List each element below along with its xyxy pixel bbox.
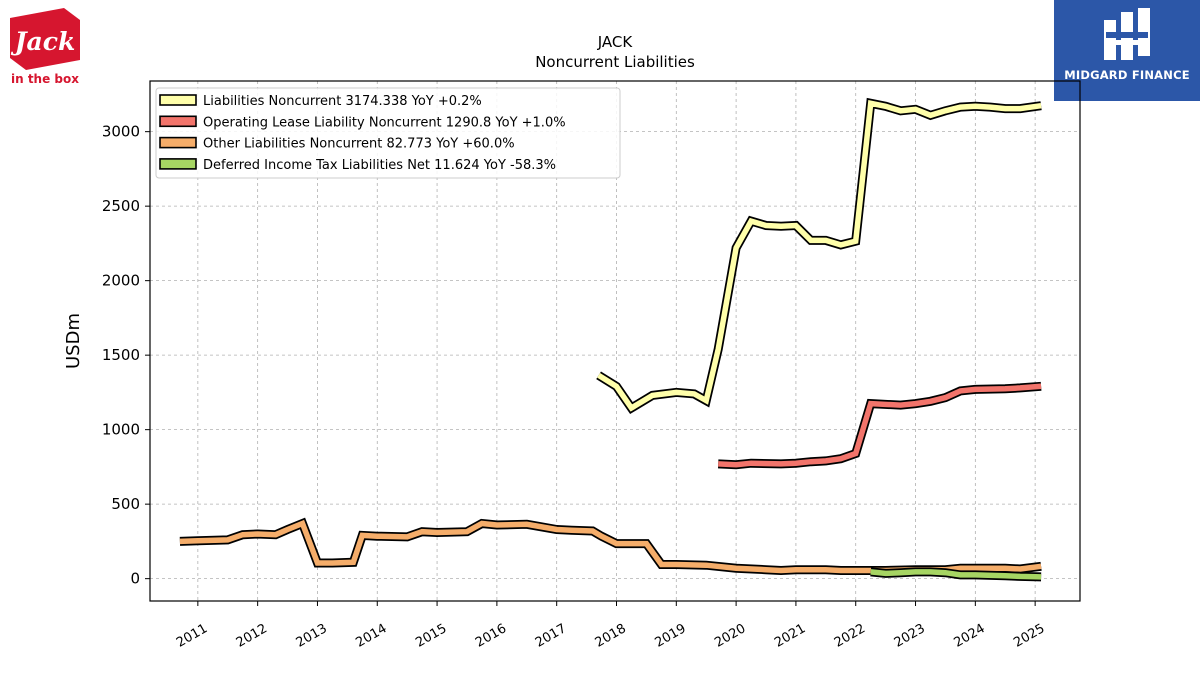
x-tick-label: 2015 [413, 621, 449, 651]
x-tick-label: 2012 [234, 621, 270, 651]
x-tick-label: 2017 [533, 621, 569, 651]
x-tick-label: 2023 [892, 621, 928, 651]
y-tick-label: 500 [111, 495, 140, 513]
jack-logo-subtitle: in the box [10, 72, 79, 86]
x-tick-label: 2014 [353, 621, 389, 651]
jack-logo-mark: Jack [10, 8, 80, 70]
series-outline-0 [596, 97, 1042, 415]
x-tick-label: 2022 [832, 621, 868, 651]
x-tick-label: 2013 [294, 621, 330, 651]
x-tick-label: 2024 [952, 621, 988, 651]
x-tick-label: 2020 [712, 621, 748, 651]
series-line-3 [870, 569, 1042, 580]
legend-box [155, 87, 621, 179]
legend-swatch-1 [159, 115, 197, 128]
x-tick-label: 2025 [1011, 621, 1047, 651]
x-tick-label: 2016 [473, 621, 509, 651]
plot-frame [149, 80, 1081, 602]
y-tick-label: 2500 [102, 197, 140, 215]
legend-label-3: Deferred Income Tax Liabilities Net 11.6… [203, 158, 556, 173]
legend: Liabilities Noncurrent 3174.338 YoY +0.2… [155, 87, 621, 179]
y-tick-label: 1000 [102, 421, 140, 439]
series-line-1 [718, 383, 1042, 468]
series-line-0 [597, 100, 1042, 412]
series-lines [179, 97, 1042, 582]
midgard-logo-wordmark: MIDGARD FINANCE [1064, 68, 1190, 82]
y-tick-label: 1500 [102, 346, 140, 364]
x-tick-label: 2021 [772, 621, 808, 651]
y-axis-ticks: 0 500 1000 1500 2000 2500 3000 [102, 123, 150, 588]
y-tick-label: 3000 [102, 123, 140, 141]
legend-label-2: Other Liabilities Noncurrent 82.773 YoY … [203, 137, 515, 152]
legend-label-0: Liabilities Noncurrent 3174.338 YoY +0.2… [203, 94, 482, 109]
y-tick-label: 0 [130, 570, 140, 588]
x-tick-label: 2011 [174, 621, 210, 651]
legend-swatch-3 [159, 158, 197, 170]
legend-swatch-0 [159, 94, 197, 106]
legend-swatch-2 [159, 136, 197, 149]
jack-in-the-box-logo: Jack in the box [6, 6, 84, 88]
chart-subtitle: Noncurrent Liabilities [535, 53, 695, 71]
legend-label-1: Operating Lease Liability Noncurrent 129… [203, 115, 566, 130]
y-axis-label: USDm [63, 313, 84, 369]
x-tick-label: 2018 [593, 621, 629, 651]
x-tick-label: 2019 [652, 621, 688, 651]
midgard-finance-logo: MIDGARD FINANCE [1054, 0, 1200, 101]
x-axis-ticks: 2011 2012 2013 2014 2015 2016 2017 2018 2019 2020… [174, 601, 1047, 651]
chart-title: JACK [597, 33, 634, 51]
series-outline-1 [717, 381, 1042, 470]
y-tick-label: 2000 [102, 272, 140, 290]
midgard-logo-mark [1104, 8, 1150, 60]
jack-logo-wordmark: Jack [11, 27, 76, 56]
